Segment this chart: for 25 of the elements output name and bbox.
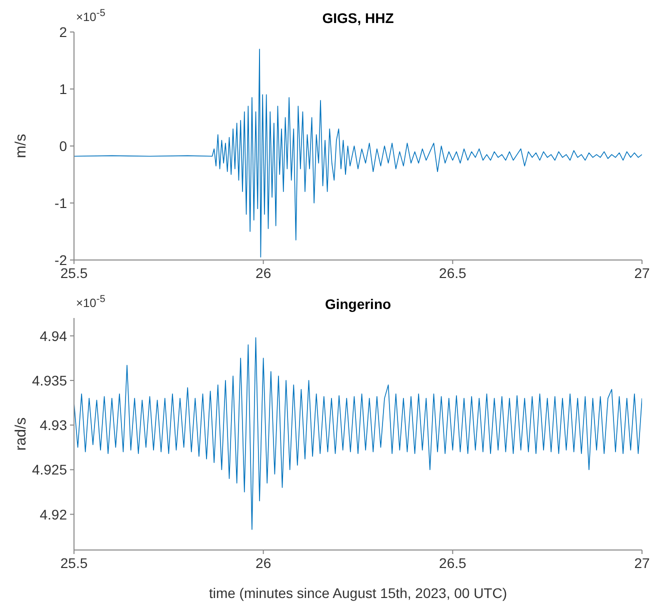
x-tick-label: 27: [634, 264, 650, 281]
y-tick-label: 4.92: [40, 506, 68, 522]
chart-title: Gingerino: [324, 296, 392, 312]
x-tick-label: 26: [256, 554, 272, 571]
y-tick-label: 4.93: [40, 417, 68, 434]
x-tick-label: 27: [634, 554, 650, 571]
y-tick-label: 4.94: [40, 328, 68, 344]
y-tick-label: 4.935: [32, 372, 68, 388]
y-tick-label: 2: [59, 24, 68, 40]
text: ×10$^{-5}$: [76, 8, 106, 24]
y-tick-label: 4.925: [32, 462, 68, 478]
y-tick-label: -1: [54, 194, 68, 211]
y-axis-title: rad/s: [12, 417, 30, 451]
text: ×10$^{-5}$: [76, 294, 106, 310]
x-tick-label: 26.5: [439, 554, 467, 571]
line-series: [74, 337, 642, 530]
x-tick-label: 26.5: [439, 264, 467, 281]
line-series: [74, 48, 642, 258]
x-tick-label: 25.5: [60, 554, 88, 571]
chart-title: GIGS, HHZ: [322, 10, 394, 26]
y-axis-title: m/s: [12, 134, 30, 158]
x-tick-label: 26: [256, 264, 272, 281]
y-tick-label: 0: [59, 138, 68, 154]
x-axis-title: time (minutes since August 15th, 2023, 00 UTC): [208, 585, 508, 601]
y-tick-label: 1: [59, 80, 68, 97]
